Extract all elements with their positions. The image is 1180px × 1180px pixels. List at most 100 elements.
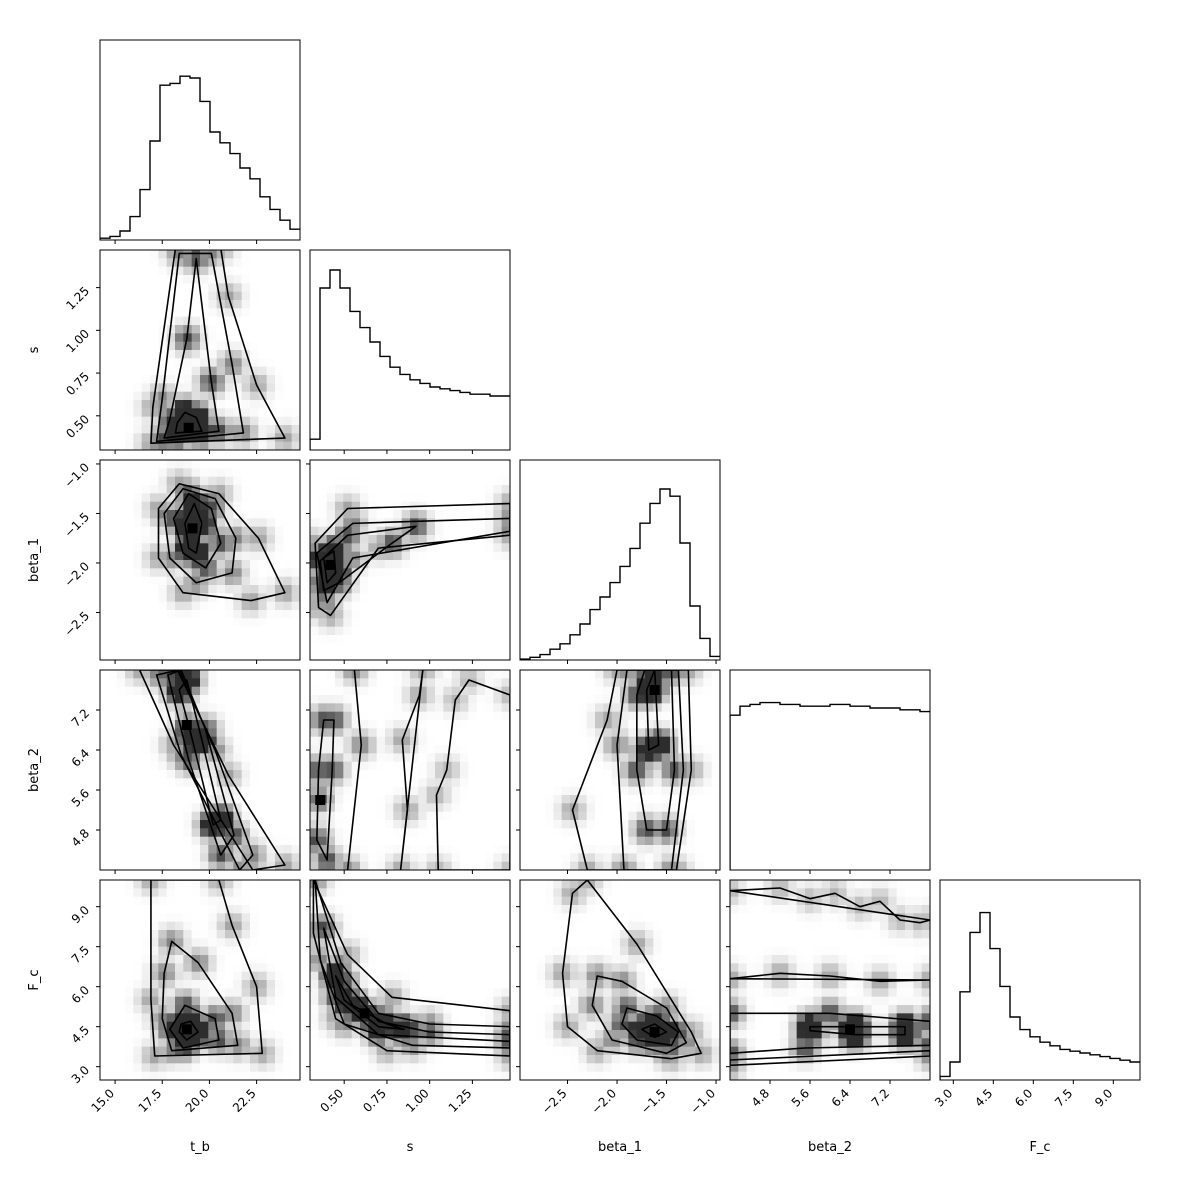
density-cell — [451, 980, 461, 989]
density-cell — [536, 845, 546, 854]
density-cell — [166, 308, 176, 318]
density-cell — [351, 828, 361, 838]
density-cell — [258, 510, 268, 519]
density-cell — [208, 626, 218, 636]
density-cell — [216, 770, 226, 779]
density-cell — [208, 375, 218, 384]
density-cell — [125, 266, 134, 276]
density-cell — [385, 1055, 394, 1064]
density-cell — [116, 518, 126, 528]
density-cell — [191, 971, 201, 981]
density-cell — [351, 845, 361, 854]
density-cell — [493, 610, 503, 619]
density-cell — [250, 963, 259, 973]
density-cell — [401, 485, 411, 494]
density-cell — [233, 501, 243, 511]
density-cell — [410, 1038, 419, 1048]
density-cell — [645, 728, 654, 738]
density-cell — [183, 786, 193, 796]
density-cell — [158, 905, 168, 914]
density-cell — [258, 585, 268, 594]
density-cell — [258, 291, 268, 301]
density-cell — [116, 745, 126, 754]
density-cell — [485, 770, 494, 779]
density-cell — [536, 786, 546, 796]
x-tick-label: 0.75 — [360, 1086, 389, 1115]
density-cell — [150, 383, 159, 393]
density-cell — [368, 543, 378, 553]
density-cell — [410, 568, 419, 578]
density-cell — [100, 283, 109, 293]
y-tick-label: 7.2 — [69, 706, 92, 729]
density-cell — [343, 853, 353, 863]
density-cell — [711, 770, 720, 779]
density-cell — [553, 753, 563, 763]
density-cell — [233, 686, 243, 696]
density-cell — [528, 853, 538, 863]
density-cell — [141, 736, 151, 746]
density-cell — [125, 460, 134, 469]
density-cell — [351, 501, 361, 511]
density-cell — [553, 828, 563, 838]
density-cell — [208, 938, 218, 948]
density-cell — [460, 585, 469, 594]
density-cell — [200, 468, 209, 478]
density-cell — [141, 753, 151, 763]
density-cell — [250, 670, 259, 679]
density-cell — [410, 601, 419, 611]
density-cell — [476, 501, 486, 511]
density-cell — [200, 266, 209, 276]
density-cell — [410, 635, 419, 644]
density-cell — [360, 1021, 369, 1031]
density-cell — [326, 770, 336, 779]
density-cell — [200, 543, 209, 553]
density-cell — [258, 820, 268, 829]
panel-frame — [309, 669, 511, 871]
density-cell — [385, 711, 394, 721]
density-cell — [100, 896, 109, 906]
density-cell — [711, 861, 720, 870]
density-cell — [435, 761, 444, 771]
density-cell — [545, 695, 554, 704]
density-cell — [125, 308, 134, 318]
density-cell — [553, 955, 563, 964]
density-cell — [451, 651, 461, 660]
density-cell — [460, 836, 469, 846]
density-cell — [166, 795, 176, 804]
density-cell — [460, 845, 469, 854]
density-cell — [200, 300, 209, 309]
density-cell — [183, 820, 193, 829]
density-cell — [275, 845, 284, 854]
density-cell — [100, 518, 109, 528]
density-cell — [250, 416, 259, 426]
density-cell — [125, 485, 134, 494]
density-cell — [108, 341, 118, 351]
density-cell — [570, 820, 579, 829]
density-cell — [426, 510, 436, 519]
density-cell — [125, 845, 134, 854]
density-cell — [335, 703, 344, 713]
density-cell — [200, 963, 209, 973]
density-cell — [401, 971, 411, 981]
density-cell — [141, 913, 151, 923]
density-cell — [266, 803, 276, 813]
density-cell — [133, 930, 143, 939]
density-cell — [368, 560, 378, 569]
density-cell — [258, 476, 268, 486]
density-cell — [401, 670, 411, 679]
density-cell — [670, 795, 679, 804]
density-cell — [141, 980, 151, 989]
density-cell — [686, 686, 696, 696]
density-cell — [266, 845, 276, 854]
density-cell — [166, 501, 176, 511]
density-cell — [250, 501, 259, 511]
density-cell — [661, 678, 671, 688]
density-cell — [116, 333, 126, 343]
density-cell — [410, 761, 419, 771]
density-cell — [426, 543, 436, 553]
density-cell — [116, 996, 126, 1006]
density-cell — [678, 836, 688, 846]
contour-line — [319, 525, 417, 592]
density-cell — [385, 535, 394, 544]
density-cell — [216, 551, 226, 561]
